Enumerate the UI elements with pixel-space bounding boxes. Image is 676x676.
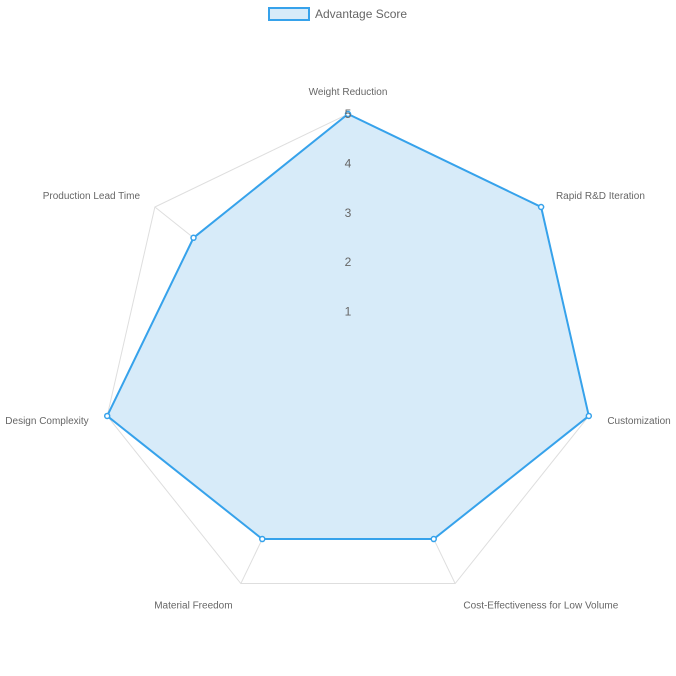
radar-series — [103, 110, 593, 543]
legend[interactable]: Advantage Score — [268, 7, 407, 21]
series-area-1 — [105, 112, 590, 541]
radar-ticks: 1 2 3 4 5 — [345, 107, 352, 319]
tick-label-3: 3 — [345, 206, 352, 220]
data-point-5 — [259, 535, 266, 543]
tick-label-5: 5 — [345, 107, 352, 121]
tick-label-2: 2 — [345, 255, 352, 269]
data-point-4 — [430, 535, 437, 543]
axis-label-5: Material Freedom — [154, 601, 232, 612]
data-point-3 — [585, 412, 593, 420]
legend-label: Advantage Score — [315, 7, 407, 21]
axis-label-7: Production Lead Time — [43, 191, 141, 202]
axis-label-4: Cost-Effectiveness for Low Volume — [463, 601, 618, 612]
axis-label-3: Customization — [607, 416, 670, 427]
axis-labels: Weight Reduction Rapid R&D Iteration Custo… — [5, 87, 670, 612]
data-point-6 — [103, 412, 111, 420]
axis-label-2: Rapid R&D Iteration — [556, 191, 645, 202]
tick-label-1: 1 — [345, 305, 352, 319]
legend-swatch — [268, 7, 310, 21]
tick-label-4: 4 — [345, 156, 352, 170]
axis-label-1: Weight Reduction — [309, 87, 388, 98]
axis-label-6: Design Complexity — [5, 416, 88, 427]
data-point-7 — [190, 234, 197, 242]
data-point-1 — [344, 110, 352, 118]
data-point-2 — [537, 203, 545, 211]
